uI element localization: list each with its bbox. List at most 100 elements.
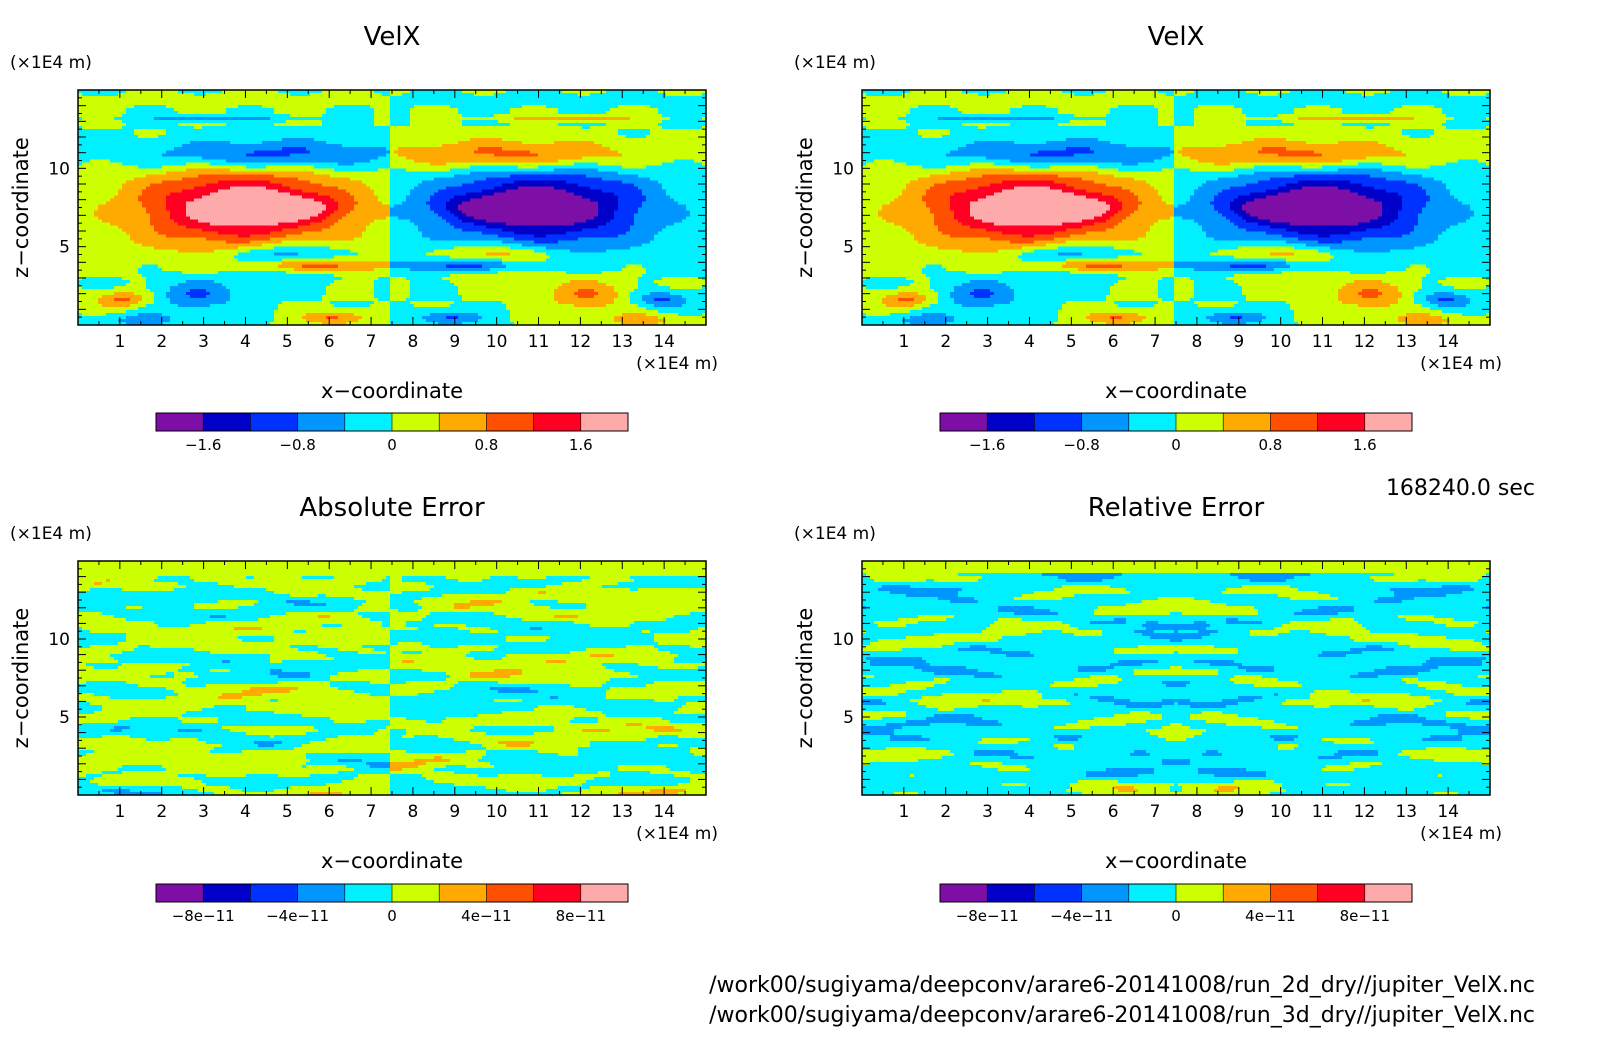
heatmap-cell — [154, 93, 159, 97]
heatmap-cell — [238, 99, 243, 103]
heatmap-cell — [434, 105, 439, 109]
heatmap-cell — [586, 96, 591, 100]
heatmap-cell — [466, 90, 471, 94]
heatmap-cell — [466, 108, 471, 112]
heatmap-cell — [654, 105, 659, 109]
heatmap-cell — [198, 108, 203, 112]
heatmap-cell — [338, 102, 343, 106]
heatmap-cell — [446, 105, 451, 109]
heatmap-cell — [302, 102, 307, 106]
heatmap-cell — [334, 99, 339, 103]
heatmap-cell — [442, 99, 447, 103]
heatmap-cell — [318, 102, 323, 106]
heatmap-cell — [150, 99, 155, 103]
heatmap-cell — [318, 105, 323, 109]
heatmap-cell — [482, 105, 487, 109]
heatmap-cell — [350, 108, 355, 112]
heatmap-cell — [150, 90, 155, 94]
heatmap-cell — [90, 96, 95, 100]
heatmap-cell — [130, 99, 135, 103]
heatmap-cell — [338, 93, 343, 97]
heatmap-cell — [570, 96, 575, 100]
heatmap-cell — [550, 108, 555, 112]
heatmap-cell — [154, 105, 159, 109]
heatmap-cell — [642, 99, 647, 103]
heatmap-cell — [106, 105, 111, 109]
heatmap-cell — [190, 102, 195, 106]
heatmap-cell — [602, 96, 607, 100]
heatmap-cell — [214, 105, 219, 109]
heatmap-cell — [502, 93, 507, 97]
heatmap-cell — [610, 90, 615, 94]
heatmap-cell — [298, 93, 303, 97]
heatmap-cell — [406, 108, 411, 112]
heatmap-cell — [322, 99, 327, 103]
heatmap-cell — [178, 90, 183, 94]
heatmap-cell — [138, 105, 143, 109]
heatmap-cell — [146, 111, 151, 115]
heatmap-cell — [434, 102, 439, 106]
heatmap-cell — [298, 108, 303, 112]
heatmap-cell — [510, 99, 515, 103]
heatmap-cell — [122, 93, 127, 97]
heatmap-cell — [458, 96, 463, 100]
heatmap-cell — [330, 108, 335, 112]
heatmap-cell — [150, 96, 155, 100]
heatmap-cell — [454, 102, 459, 106]
heatmap-cell — [314, 93, 319, 97]
heatmap-cell — [266, 90, 271, 94]
heatmap-cell — [522, 108, 527, 112]
heatmap-cell — [662, 105, 667, 109]
heatmap-cell — [506, 105, 511, 109]
heatmap-cell — [642, 108, 647, 112]
heatmap-cell — [206, 102, 211, 106]
heatmap-cell — [470, 102, 475, 106]
heatmap-cell — [350, 96, 355, 100]
heatmap-cell — [194, 90, 199, 94]
heatmap-cell — [678, 108, 683, 112]
heatmap-cell — [142, 96, 147, 100]
heatmap-cell — [454, 93, 459, 97]
heatmap-cell — [158, 99, 163, 103]
heatmap-cell — [394, 99, 399, 103]
heatmap-cell — [138, 108, 143, 112]
heatmap-cell — [554, 105, 559, 109]
heatmap-cell — [302, 96, 307, 100]
heatmap-cell — [458, 102, 463, 106]
heatmap-cell — [102, 90, 107, 94]
heatmap-cell — [582, 99, 587, 103]
heatmap-cell — [438, 96, 443, 100]
heatmap-cell — [670, 93, 675, 97]
heatmap-cell — [186, 93, 191, 97]
heatmap-cell — [198, 96, 203, 100]
heatmap-cell — [110, 96, 115, 100]
heatmap-cell — [618, 93, 623, 97]
heatmap-cell — [686, 90, 691, 94]
heatmap-cell — [406, 102, 411, 106]
heatmap-cell — [598, 96, 603, 100]
heatmap-cell — [646, 96, 651, 100]
heatmap-cell — [638, 90, 643, 94]
heatmap-cell — [502, 105, 507, 109]
heatmap-cell — [682, 108, 687, 112]
heatmap-cell — [654, 102, 659, 106]
heatmap-cell — [466, 99, 471, 103]
heatmap-cell — [522, 93, 527, 97]
heatmap-cell — [554, 90, 559, 94]
heatmap-cell — [594, 108, 599, 112]
heatmap-cell — [498, 102, 503, 106]
heatmap-cell — [698, 93, 703, 97]
heatmap-cell — [174, 90, 179, 94]
heatmap-cell — [94, 102, 99, 106]
heatmap-cell — [514, 90, 519, 94]
heatmap-cell — [670, 90, 675, 94]
heatmap-cell — [118, 108, 123, 112]
heatmap-cell — [238, 105, 243, 109]
heatmap-cell — [506, 93, 511, 97]
heatmap-cell — [634, 96, 639, 100]
heatmap-cell — [454, 108, 459, 112]
heatmap-cell — [162, 111, 167, 115]
heatmap-cell — [530, 96, 535, 100]
heatmap-cell — [122, 105, 127, 109]
heatmap-cell — [390, 108, 395, 112]
